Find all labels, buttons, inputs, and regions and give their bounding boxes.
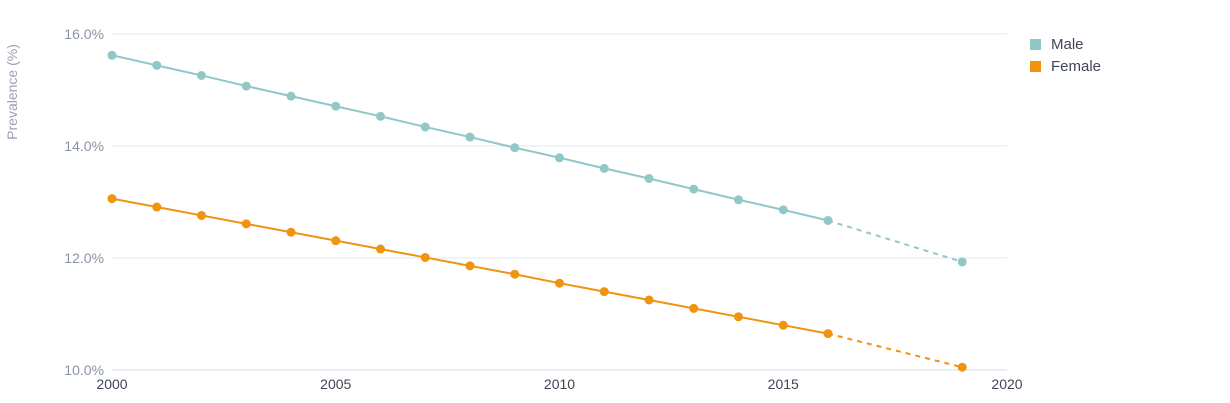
data-point[interactable] [331,236,341,246]
data-point[interactable] [465,132,475,142]
y-axis-ticks: 10.0% 12.0% 14.0% 16.0% [64,26,104,378]
data-point[interactable] [644,173,654,183]
y-tick-label: 12.0% [64,250,104,266]
legend-label-female: Female [1051,57,1102,75]
data-point[interactable] [510,143,520,153]
y-tick-label: 10.0% [64,362,104,378]
data-point[interactable] [734,195,743,205]
data-point[interactable] [644,295,654,305]
data-point[interactable] [197,70,206,80]
data-point[interactable] [510,269,520,279]
data-point[interactable] [734,312,743,322]
data-point[interactable] [197,210,206,220]
x-tick-label: 2010 [544,376,575,392]
series-projection-line [827,219,963,263]
legend-swatch-female [1030,60,1041,72]
data-point[interactable] [778,320,788,330]
data-point[interactable] [331,101,341,111]
data-point[interactable] [152,60,162,70]
data-point[interactable] [107,50,117,60]
data-point[interactable] [778,205,788,215]
data-point[interactable] [599,287,609,297]
x-tick-label: 2005 [320,376,351,392]
x-tick-label: 2015 [768,376,799,392]
series-male [107,50,967,267]
data-point[interactable] [241,219,251,229]
series-group [107,50,967,372]
data-point[interactable] [689,184,699,194]
legend-item-male[interactable]: Male [1030,33,1101,55]
data-point[interactable] [823,329,833,339]
y-tick-label: 14.0% [64,138,104,154]
data-point[interactable] [599,163,609,173]
data-point[interactable] [555,278,564,288]
data-point[interactable] [689,303,699,313]
x-axis-ticks: 2000 2005 2010 2015 2020 [96,376,1022,392]
data-point[interactable] [376,244,385,254]
grid-lines [112,33,1007,371]
data-point[interactable] [465,261,475,271]
data-point[interactable] [376,111,385,121]
data-point[interactable] [286,91,296,101]
x-tick-label: 2020 [991,376,1022,392]
legend: Male Female [1030,33,1101,77]
legend-item-female[interactable]: Female [1030,55,1101,77]
legend-swatch-male [1030,38,1041,50]
data-point[interactable] [957,362,967,372]
series-projection-line [827,332,963,369]
x-tick-label: 2000 [96,376,127,392]
series-female [107,194,967,372]
data-point[interactable] [152,202,162,212]
data-point[interactable] [107,194,117,204]
data-point[interactable] [957,257,967,267]
data-point[interactable] [286,227,296,237]
data-point[interactable] [555,153,564,163]
y-axis-label: Prevalence (%) [4,44,20,140]
data-point[interactable] [823,215,833,225]
y-tick-label: 16.0% [64,26,104,42]
legend-label-male: Male [1051,35,1084,53]
data-point[interactable] [241,81,251,91]
data-point[interactable] [420,252,430,262]
data-point[interactable] [420,122,430,132]
